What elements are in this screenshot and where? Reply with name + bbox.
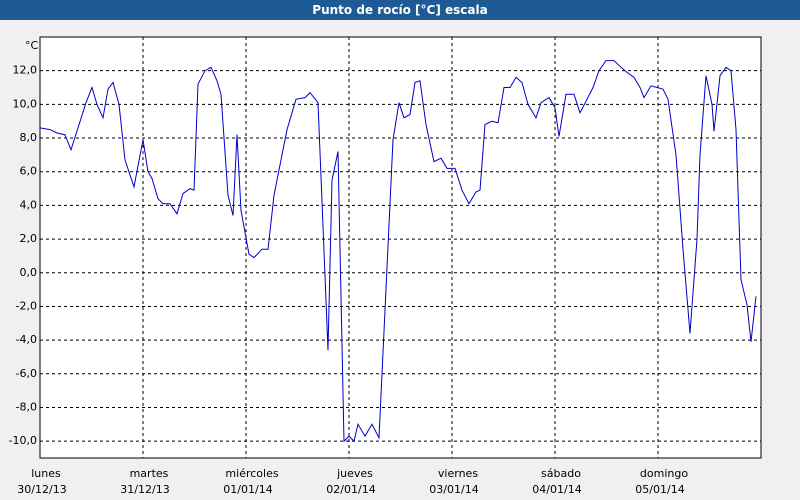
x-tick-date: 30/12/13 <box>17 483 66 496</box>
x-tick-label: martes <box>130 467 169 480</box>
title-bar <box>0 0 800 20</box>
y-tick-label: 6,0 <box>20 165 38 178</box>
x-tick-date: 02/01/14 <box>326 483 375 496</box>
data-line <box>39 60 757 443</box>
y-tick-label: 8,0 <box>20 131 38 144</box>
y-tick-label: -4,0 <box>16 333 37 346</box>
x-tick-date: 04/01/14 <box>532 483 581 496</box>
y-tick-label: 2,0 <box>20 232 38 245</box>
x-tick-label: viernes <box>438 467 478 480</box>
x-tick-label: lunes <box>31 467 61 480</box>
y-tick-label: 0,0 <box>20 266 38 279</box>
y-tick-label: 12,0 <box>13 64 38 77</box>
x-tick-label: sábado <box>541 467 581 480</box>
y-tick-label: -8,0 <box>16 400 37 413</box>
x-tick-date: 01/01/14 <box>223 483 272 496</box>
y-tick-label: 10,0 <box>13 97 38 110</box>
x-tick-label: miércoles <box>225 467 278 480</box>
y-tick-label: 4,0 <box>20 198 38 211</box>
y-unit: °C <box>25 39 39 52</box>
y-tick-label: -10,0 <box>9 434 37 447</box>
y-tick-label: -6,0 <box>16 367 37 380</box>
y-tick-label: -2,0 <box>16 299 37 312</box>
x-tick-date: 03/01/14 <box>429 483 478 496</box>
x-tick-date: 31/12/13 <box>120 483 169 496</box>
chart-title: Punto de rocío [°C] escala <box>312 3 487 17</box>
x-tick-date: 05/01/14 <box>635 483 684 496</box>
plot-area <box>39 36 762 459</box>
x-tick-label: domingo <box>640 467 688 480</box>
x-tick-label: jueves <box>336 467 373 480</box>
